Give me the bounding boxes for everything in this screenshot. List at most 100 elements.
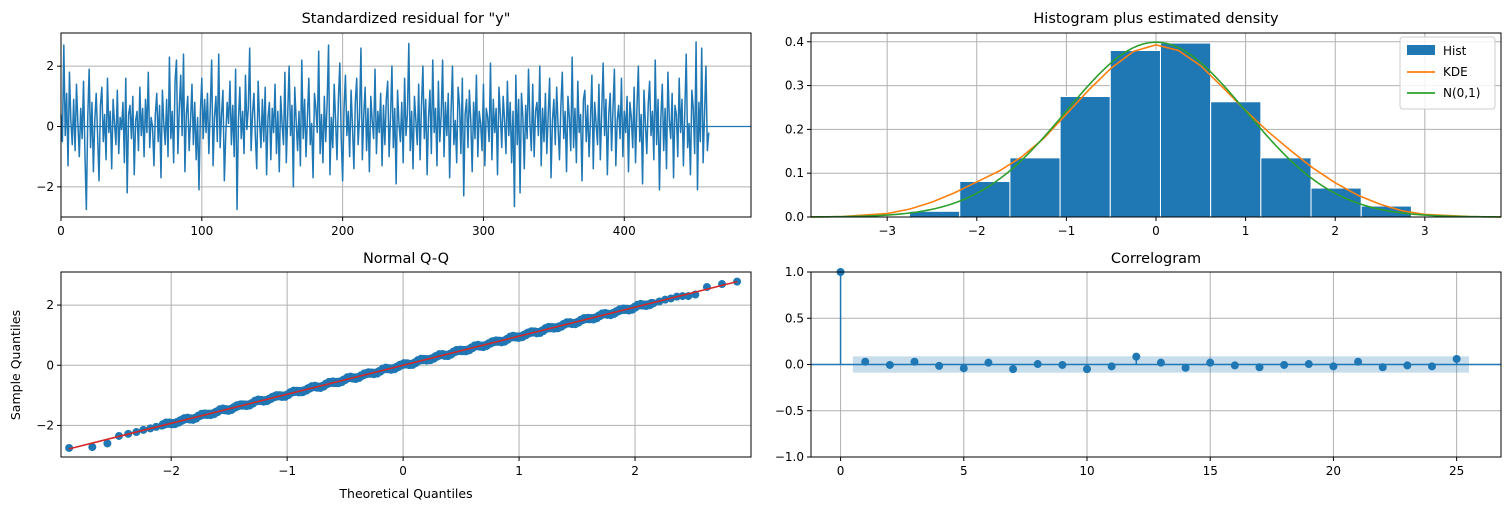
correlogram-x-tick-label: 10 xyxy=(1079,464,1094,478)
acf-marker xyxy=(935,361,944,370)
acf-marker xyxy=(1403,361,1412,370)
acf-marker xyxy=(984,358,993,367)
histogram-x-tick-label: 2 xyxy=(1331,224,1339,238)
qq-x-label: Theoretical Quantiles xyxy=(338,486,472,501)
legend-hist-label: Hist xyxy=(1443,44,1467,58)
acf-marker xyxy=(1230,361,1239,370)
acf-marker xyxy=(1280,360,1289,369)
acf-marker xyxy=(1033,360,1042,369)
acf-marker xyxy=(1156,358,1165,367)
acf-marker xyxy=(861,357,870,366)
histogram-bar xyxy=(1109,50,1161,218)
qq-point xyxy=(88,443,97,452)
correlogram-frame xyxy=(810,271,1502,458)
histogram-bar xyxy=(1210,101,1262,218)
qq-x-tick-label: 0 xyxy=(399,464,407,478)
histogram-panel: −3 −2 −1 0 1 2 3 0.0 0.1 0.2 0.3 0.4 xyxy=(785,32,1502,238)
residual-y-tick-label: 0 xyxy=(46,120,54,134)
residual-plot-area xyxy=(60,41,751,211)
histogram-y-tick-label: 0.3 xyxy=(785,79,804,93)
histogram-bar xyxy=(1059,96,1111,218)
qq-frame xyxy=(60,271,752,458)
histogram-y-tick-label: 0.1 xyxy=(785,166,804,180)
residual-y-tick-label: 2 xyxy=(46,59,54,73)
acf-marker xyxy=(1428,362,1436,371)
normal-density-line xyxy=(810,41,1502,218)
legend-normal-label: N(0,1) xyxy=(1443,86,1480,100)
acf-marker xyxy=(1255,363,1264,372)
correlogram-y-tick-label: −1.0 xyxy=(775,450,804,464)
correlogram-y-tick-label: 0.5 xyxy=(785,311,804,325)
qq-point xyxy=(103,439,112,448)
correlogram-y-tick-label: −0.5 xyxy=(775,404,804,418)
kde-line xyxy=(810,43,1502,218)
residual-x-tick-label: 400 xyxy=(613,224,636,238)
qq-x-tick-label: −1 xyxy=(278,464,296,478)
acf-marker xyxy=(1206,358,1215,367)
acf-marker xyxy=(1132,352,1141,361)
qq-y-label: Sample Quantiles xyxy=(8,310,23,420)
residual-frame xyxy=(60,32,752,218)
qq-x-tick-label: 1 xyxy=(515,464,523,478)
acf-marker xyxy=(1329,362,1338,371)
histogram-y-tick-label: 0.2 xyxy=(785,122,804,136)
qq-x-tick-label: −2 xyxy=(162,464,180,478)
histogram-plot-area xyxy=(810,41,1502,218)
acf-marker xyxy=(1378,363,1387,372)
residual-title: Standardized residual for "y" xyxy=(302,11,511,27)
qq-reference-line xyxy=(68,280,738,450)
histogram-legend: Hist KDE N(0,1) xyxy=(1399,36,1496,110)
acf-marker xyxy=(1083,365,1091,374)
histogram-x-tick-label: 1 xyxy=(1242,224,1250,238)
qq-point xyxy=(65,443,74,452)
correlogram-x-tick-label: 25 xyxy=(1449,464,1464,478)
acf-marker xyxy=(1304,360,1313,369)
histogram-y-tick-label: 0.0 xyxy=(785,210,804,224)
acf-marker xyxy=(910,357,919,366)
residual-y-tick-label: −2 xyxy=(36,180,54,194)
correlogram-x-tick-label: 0 xyxy=(837,464,845,478)
histogram-title: Histogram plus estimated density xyxy=(1033,11,1279,27)
residual-panel: 0 100 200 300 400 −2 0 2 xyxy=(36,32,752,238)
qq-y-tick-label: 0 xyxy=(46,358,54,372)
histogram-x-tick-label: 3 xyxy=(1421,224,1429,238)
correlogram-x-tick-label: 20 xyxy=(1326,464,1341,478)
qq-panel: −2 −1 0 1 2 −2 0 2 xyxy=(36,271,752,478)
acf-marker xyxy=(885,360,894,369)
histogram-x-tick-label: −2 xyxy=(968,224,986,238)
acf-marker xyxy=(1058,360,1067,369)
histogram-bar xyxy=(1260,157,1312,218)
histogram-bar xyxy=(1009,157,1061,218)
acf-marker xyxy=(1107,362,1116,371)
residual-series-line xyxy=(60,41,710,211)
residual-x-tick-label: 0 xyxy=(57,224,65,238)
acf-marker xyxy=(1452,354,1461,363)
residual-x-tick-label: 100 xyxy=(190,224,213,238)
histogram-x-tick-label: −1 xyxy=(1058,224,1076,238)
histogram-y-tick-label: 0.4 xyxy=(785,35,804,49)
qq-plot-area xyxy=(65,277,742,452)
legend-hist-swatch xyxy=(1407,45,1435,55)
correlogram-title: Correlogram xyxy=(1111,251,1201,267)
residual-x-tick-label: 200 xyxy=(331,224,354,238)
correlogram-plot-area xyxy=(811,268,1501,374)
acf-marker xyxy=(959,364,968,373)
legend-kde-label: KDE xyxy=(1443,65,1468,79)
histogram-frame xyxy=(810,32,1502,218)
qq-title: Normal Q-Q xyxy=(363,251,449,267)
acf-marker xyxy=(1181,363,1190,372)
correlogram-y-tick-label: 0.0 xyxy=(785,358,804,372)
acf-marker xyxy=(1009,365,1018,374)
qq-y-tick-label: −2 xyxy=(36,418,54,432)
qq-y-tick-label: 2 xyxy=(46,298,54,312)
residual-x-tick-label: 300 xyxy=(472,224,495,238)
acf-marker xyxy=(1354,357,1363,366)
correlogram-x-tick-label: 15 xyxy=(1203,464,1218,478)
correlogram-y-tick-label: 1.0 xyxy=(785,265,804,279)
correlogram-x-tick-label: 5 xyxy=(960,464,968,478)
histogram-x-tick-label: −3 xyxy=(878,224,896,238)
correlogram-panel: 0 5 10 15 20 25 −1.0 −0.5 0.0 0.5 1.0 xyxy=(775,265,1502,478)
histogram-x-tick-label: 0 xyxy=(1152,224,1160,238)
qq-x-tick-label: 2 xyxy=(631,464,639,478)
